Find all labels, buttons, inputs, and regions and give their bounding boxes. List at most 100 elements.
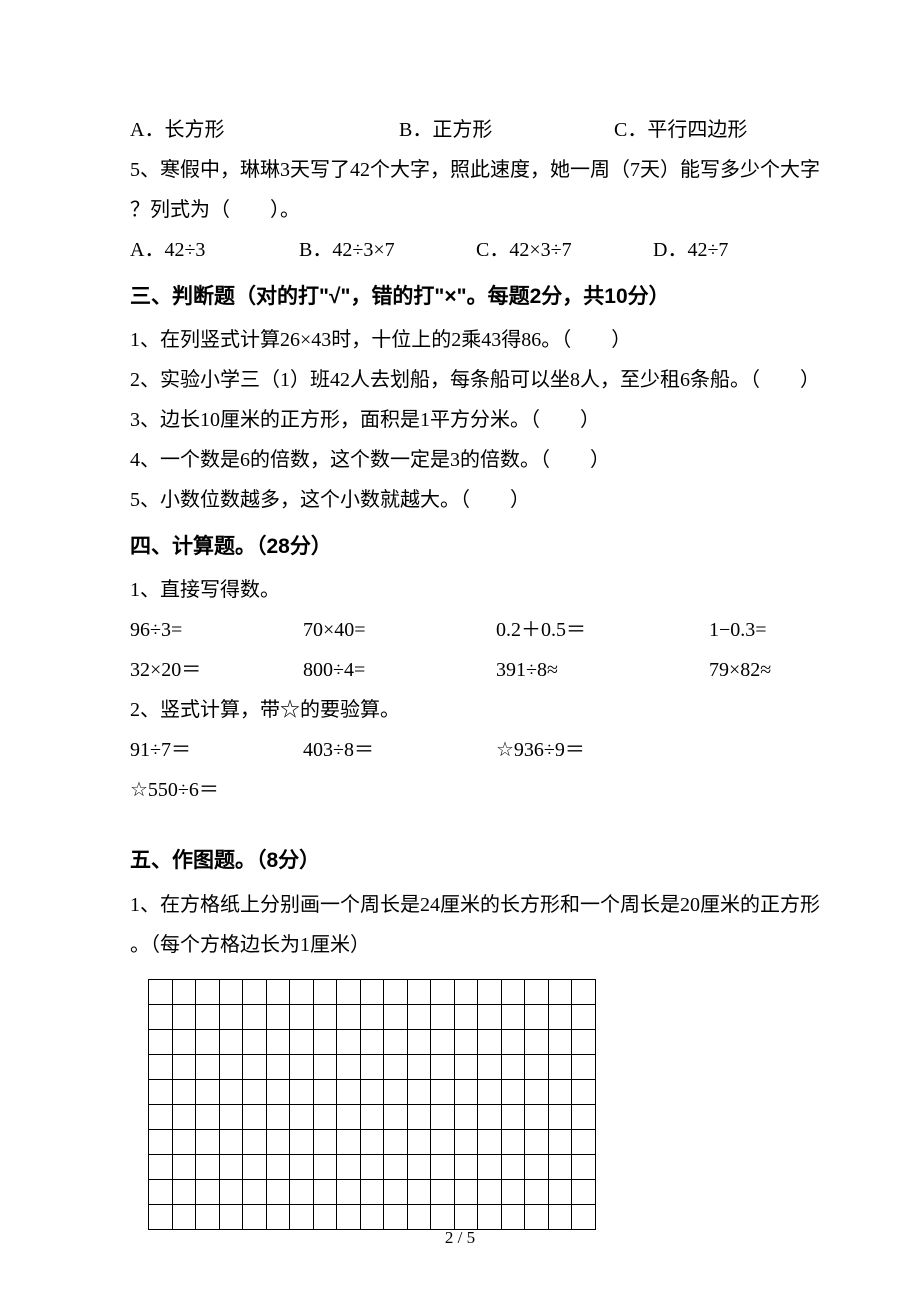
grid-cell [572, 1004, 596, 1029]
grid-cell [313, 1104, 337, 1129]
grid-cell [548, 1054, 572, 1079]
grid-cell [454, 979, 478, 1004]
q4-options: A．长方形 B．正方形 C．平行四边形 [130, 110, 790, 150]
grid-cell [313, 1079, 337, 1104]
grid-cell [572, 1129, 596, 1154]
grid-cell [219, 1104, 243, 1129]
grid-cell [407, 1004, 431, 1029]
grid-cell [407, 1179, 431, 1204]
grid-cell [196, 1154, 220, 1179]
grid-cell [360, 1104, 384, 1129]
grid-cell [172, 979, 196, 1004]
s3-item-2: 2、实验小学三（1）班42人去划船，每条船可以坐8人，至少租6条船。（ ） [130, 360, 790, 400]
s4-r1-c3: 0.2＋0.5＝ [496, 610, 704, 650]
grid-cell [548, 1104, 572, 1129]
grid-cell [196, 1029, 220, 1054]
grid-cell [313, 1204, 337, 1229]
s4-r3-c1: 91÷7＝ [130, 730, 298, 770]
grid-cell [525, 1029, 549, 1054]
grid-cell [478, 1204, 502, 1229]
grid-cell [196, 1104, 220, 1129]
grid-cell [290, 1054, 314, 1079]
grid-cell [431, 1054, 455, 1079]
grid-cell [525, 1154, 549, 1179]
grid-cell [572, 1079, 596, 1104]
q5-opt-b: B．42÷3×7 [299, 230, 471, 270]
grid-cell [149, 1129, 173, 1154]
q4-opt-b: B．正方形 [399, 110, 609, 150]
s4-row3: 91÷7＝ 403÷8＝ ☆936÷9＝ ☆550÷6＝ [130, 730, 790, 810]
grid-cell [290, 1179, 314, 1204]
grid-cell [172, 1079, 196, 1104]
grid-cell [266, 1154, 290, 1179]
grid-cell [196, 979, 220, 1004]
grid-cell [149, 1104, 173, 1129]
grid-cell [384, 979, 408, 1004]
grid-cell [243, 1179, 267, 1204]
grid-cell [501, 1104, 525, 1129]
grid-cell [478, 1054, 502, 1079]
grid-cell [172, 1129, 196, 1154]
q5-stem-line2: ？列式为（ ）。 [130, 190, 790, 230]
grid-cell [525, 1204, 549, 1229]
grid-cell [360, 1079, 384, 1104]
grid-cell [266, 1104, 290, 1129]
s4-p2: 2、竖式计算，带☆的要验算。 [130, 690, 790, 730]
grid-cell [219, 1079, 243, 1104]
grid-cell [572, 979, 596, 1004]
s4-r1-c1: 96÷3= [130, 610, 298, 650]
grid-cell [501, 1054, 525, 1079]
grid-cell [172, 1179, 196, 1204]
s4-p1: 1、直接写得数。 [130, 570, 790, 610]
grid-cell [266, 1179, 290, 1204]
section-3-title: 三、判断题（对的打"√"，错的打"×"。每题2分，共10分） [130, 274, 790, 320]
grid-cell [478, 979, 502, 1004]
grid-cell [501, 1129, 525, 1154]
grid-cell [478, 1079, 502, 1104]
grid-cell [360, 1004, 384, 1029]
grid-cell [337, 979, 361, 1004]
grid-cell [337, 1154, 361, 1179]
grid-cell [407, 1154, 431, 1179]
grid-cell [290, 1029, 314, 1054]
grid-cell [384, 1079, 408, 1104]
grid-cell [501, 1004, 525, 1029]
grid-cell [337, 1129, 361, 1154]
grid-cell [172, 1204, 196, 1229]
grid-cell [172, 1004, 196, 1029]
grid-cell [172, 1154, 196, 1179]
grid-cell [454, 1204, 478, 1229]
grid-cell [454, 1029, 478, 1054]
grid-cell [266, 1079, 290, 1104]
grid-cell [266, 1054, 290, 1079]
grid-cell [478, 1179, 502, 1204]
grid-cell [172, 1054, 196, 1079]
grid-cell [313, 1004, 337, 1029]
grid-cell [454, 1154, 478, 1179]
grid-cell [149, 1029, 173, 1054]
grid-cell [572, 1204, 596, 1229]
grid-cell [290, 1154, 314, 1179]
grid-cell [219, 1004, 243, 1029]
grid-cell [548, 979, 572, 1004]
grid-cell [525, 1129, 549, 1154]
grid-cell [478, 1004, 502, 1029]
grid-cell [501, 1079, 525, 1104]
grid-cell [454, 1104, 478, 1129]
grid-cell [431, 1004, 455, 1029]
grid-cell [290, 1079, 314, 1104]
section-5-title: 五、作图题。（8分） [130, 838, 790, 884]
grid-cell [313, 1154, 337, 1179]
grid-cell [572, 1179, 596, 1204]
grid-cell [384, 1104, 408, 1129]
grid-cell [454, 1054, 478, 1079]
grid-cell [478, 1029, 502, 1054]
grid-cell [219, 1154, 243, 1179]
s4-r2-c1: 32×20＝ [130, 650, 298, 690]
grid-cell [243, 1204, 267, 1229]
grid-cell [431, 1204, 455, 1229]
section-4-title: 四、计算题。（28分） [130, 524, 790, 570]
grid-cell [525, 1104, 549, 1129]
grid-cell [219, 1179, 243, 1204]
drawing-grid [148, 979, 596, 1230]
